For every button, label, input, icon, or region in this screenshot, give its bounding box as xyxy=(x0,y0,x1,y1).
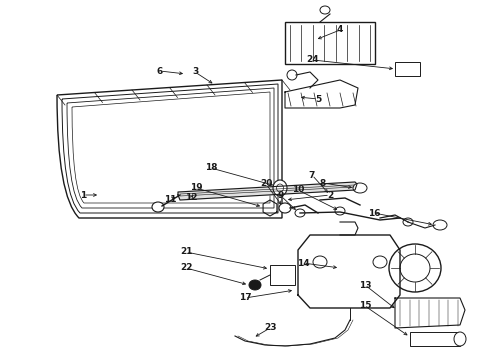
Text: 5: 5 xyxy=(315,94,321,104)
Ellipse shape xyxy=(335,207,345,215)
Text: 7: 7 xyxy=(309,171,315,180)
Text: 9: 9 xyxy=(278,192,284,201)
Ellipse shape xyxy=(353,183,367,193)
Ellipse shape xyxy=(433,220,447,230)
Text: 16: 16 xyxy=(368,208,380,217)
Text: 8: 8 xyxy=(320,179,326,188)
Ellipse shape xyxy=(249,280,261,290)
Ellipse shape xyxy=(313,256,327,268)
Text: 2: 2 xyxy=(327,190,333,199)
Ellipse shape xyxy=(295,209,305,217)
Ellipse shape xyxy=(273,180,287,196)
Text: 18: 18 xyxy=(205,163,217,172)
Text: 22: 22 xyxy=(180,264,192,273)
Text: 10: 10 xyxy=(292,185,304,194)
Bar xyxy=(270,265,295,285)
Ellipse shape xyxy=(373,256,387,268)
Text: 14: 14 xyxy=(296,258,309,267)
Text: 24: 24 xyxy=(307,55,319,64)
Text: 21: 21 xyxy=(180,248,192,256)
Text: 1: 1 xyxy=(80,190,86,199)
Text: 4: 4 xyxy=(337,26,343,35)
Ellipse shape xyxy=(403,218,413,226)
Text: 20: 20 xyxy=(260,180,272,189)
Text: 3: 3 xyxy=(192,68,198,77)
Ellipse shape xyxy=(152,202,164,212)
Text: 19: 19 xyxy=(190,184,202,193)
Polygon shape xyxy=(285,80,358,108)
Ellipse shape xyxy=(389,244,441,292)
Text: 15: 15 xyxy=(359,302,371,310)
Ellipse shape xyxy=(287,70,297,80)
Ellipse shape xyxy=(400,254,430,282)
Text: 13: 13 xyxy=(359,280,371,289)
Text: 23: 23 xyxy=(264,324,276,333)
Text: 12: 12 xyxy=(185,194,197,202)
Ellipse shape xyxy=(320,6,330,14)
Bar xyxy=(410,332,460,346)
Ellipse shape xyxy=(279,203,291,213)
Polygon shape xyxy=(298,235,400,308)
Text: 6: 6 xyxy=(157,67,163,76)
Ellipse shape xyxy=(276,184,284,192)
Text: 11: 11 xyxy=(164,195,176,204)
Polygon shape xyxy=(178,182,357,200)
Bar xyxy=(285,22,375,64)
Ellipse shape xyxy=(454,332,466,346)
Text: 17: 17 xyxy=(239,293,251,302)
Polygon shape xyxy=(395,298,465,328)
Bar xyxy=(395,62,420,76)
